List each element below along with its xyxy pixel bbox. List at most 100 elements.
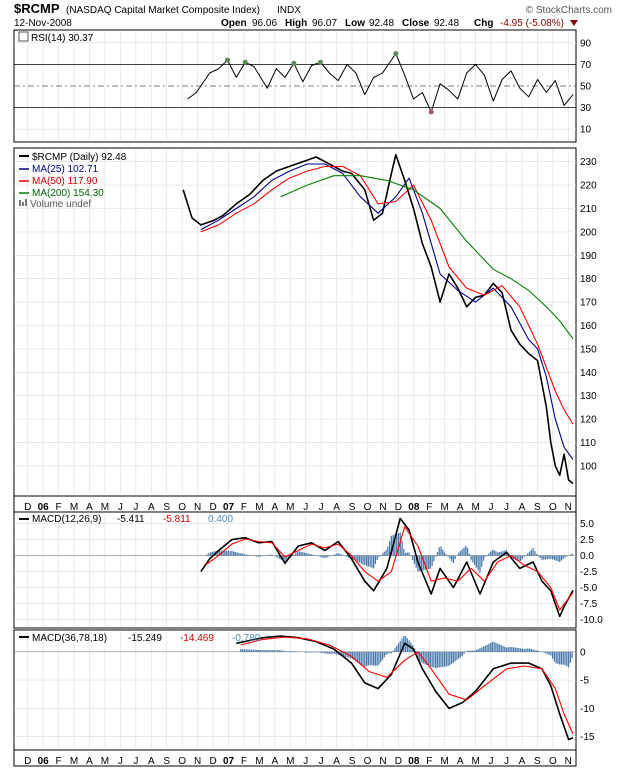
x-tick-label: J: [303, 502, 308, 513]
x-tick-label: 07: [223, 756, 235, 767]
x-tick-label: N: [565, 502, 572, 513]
x-tick-label: M: [70, 756, 78, 767]
x-tick-label: J: [489, 756, 494, 767]
x-tick-label: 06: [38, 502, 50, 513]
macd1-panel: [13, 511, 577, 629]
legend-ma25: MA(25) 102.71: [32, 164, 99, 175]
macd1-hist-value: 0.400: [208, 514, 233, 525]
legend-volume: Volume undef: [30, 199, 91, 210]
x-tick-label: J: [319, 502, 324, 513]
x-tick-label: M: [255, 756, 263, 767]
x-tick-label: A: [148, 756, 155, 767]
legend-ma50: MA(50) 117.90: [32, 176, 98, 187]
x-tick-label: D: [209, 756, 216, 767]
legend-ma200: MA(200) 154.30: [32, 188, 104, 199]
svg-text:92.48: 92.48: [369, 18, 394, 29]
watermark: © StockCharts.com: [526, 5, 612, 16]
x-tick-label: N: [379, 756, 386, 767]
series-price-2: [200, 165, 574, 425]
y-tick-label: 200: [580, 227, 597, 238]
x-tick-label: D: [24, 756, 31, 767]
x-tick-label: M: [255, 502, 263, 513]
y-tick-label: 50: [580, 82, 592, 93]
y-tick-label: 0: [580, 647, 586, 658]
x-tick-label: O: [178, 502, 186, 513]
x-tick-label: 06: [38, 756, 50, 767]
x-tick-label: O: [549, 502, 557, 513]
x-tick-label: A: [86, 502, 93, 513]
x-tick-label: S: [349, 502, 356, 513]
rsi-extreme-mark: [393, 51, 399, 57]
macd2-panel: [13, 629, 577, 751]
x-tick-label: N: [565, 756, 572, 767]
svg-text:Low: Low: [345, 18, 365, 29]
series-rsi-0: [187, 53, 574, 113]
x-tick-label: J: [303, 756, 308, 767]
x-tick-label: J: [133, 502, 138, 513]
x-tick-label: M: [101, 756, 109, 767]
quote-date: 12-Nov-2008: [14, 18, 72, 29]
svg-text:MACD(12,26,9): MACD(12,26,9): [32, 514, 101, 525]
rsi-legend-label: RSI(14) 30.37: [31, 33, 94, 44]
y-tick-label: 230: [580, 157, 597, 168]
x-tick-label: J: [133, 756, 138, 767]
x-tick-label: N: [194, 756, 201, 767]
x-tick-label: A: [148, 502, 155, 513]
macd1-legend: MACD(12,26,9) -5.411 -5.811 0.400: [19, 514, 233, 525]
x-tick-label: A: [333, 502, 340, 513]
x-tick-label: J: [319, 756, 324, 767]
change-value: -4.95 (-5.08%): [500, 18, 564, 29]
x-tick-label: 08: [408, 756, 420, 767]
svg-text:Chg: Chg: [474, 18, 493, 29]
x-tick-label: N: [194, 502, 201, 513]
x-tick-label: S: [349, 756, 356, 767]
y-tick-label: 2.5: [580, 535, 594, 546]
x-tick-label: D: [24, 502, 31, 513]
x-tick-label: N: [379, 502, 386, 513]
y-tick-label: 130: [580, 391, 597, 402]
series-macd1-0: [200, 517, 574, 618]
x-tick-label: J: [504, 756, 509, 767]
y-tick-label: -7.5: [580, 599, 598, 610]
x-tick-label: M: [101, 502, 109, 513]
x-tick-label: A: [519, 502, 526, 513]
series-price-3: [280, 175, 574, 340]
macd1-signal-value: -5.811: [163, 514, 191, 525]
x-tick-label: M: [441, 502, 449, 513]
y-tick-label: 10: [580, 125, 592, 136]
x-tick-label: J: [489, 502, 494, 513]
x-tick-label: S: [534, 502, 541, 513]
macd2-legend: MACD(36,78,18) -15.249 -14.469 -0.780: [19, 633, 261, 644]
x-tick-label: A: [271, 502, 278, 513]
x-tick-label: S: [163, 756, 170, 767]
macd2-signal-value: -14.469: [180, 633, 214, 644]
x-tick-label: A: [86, 756, 93, 767]
y-tick-label: 5.0: [580, 519, 594, 530]
x-tick-label: J: [118, 502, 123, 513]
price-legend: $RCMP (Daily) 92.48 MA(25) 102.71 MA(50)…: [19, 152, 127, 210]
y-tick-label: -10: [580, 704, 595, 715]
x-tick-label: S: [534, 756, 541, 767]
rsi-extreme-mark: [224, 57, 230, 63]
x-tick-label: F: [56, 756, 62, 767]
x-tick-label: A: [519, 756, 526, 767]
x-tick-label: 08: [408, 502, 420, 513]
x-axis-band-2: [13, 749, 577, 767]
x-tick-label: A: [457, 502, 464, 513]
x-tick-label: O: [549, 756, 557, 767]
y-tick-label: 90: [580, 38, 592, 49]
y-tick-label: 150: [580, 344, 597, 355]
legend-price: $RCMP (Daily) 92.48: [32, 152, 127, 163]
macd2-hist-value: -0.780: [232, 633, 261, 644]
y-tick-label: 220: [580, 181, 597, 192]
symbol-title: $RCMP: [14, 1, 60, 16]
x-tick-label: A: [457, 756, 464, 767]
rsi-legend-swatch: [18, 31, 29, 42]
x-tick-label: O: [364, 502, 372, 513]
exchange: INDX: [277, 5, 301, 16]
x-tick-label: F: [426, 756, 432, 767]
y-tick-label: 110: [580, 438, 596, 449]
y-tick-label: -5.0: [580, 583, 598, 594]
x-tick-label: M: [286, 502, 294, 513]
